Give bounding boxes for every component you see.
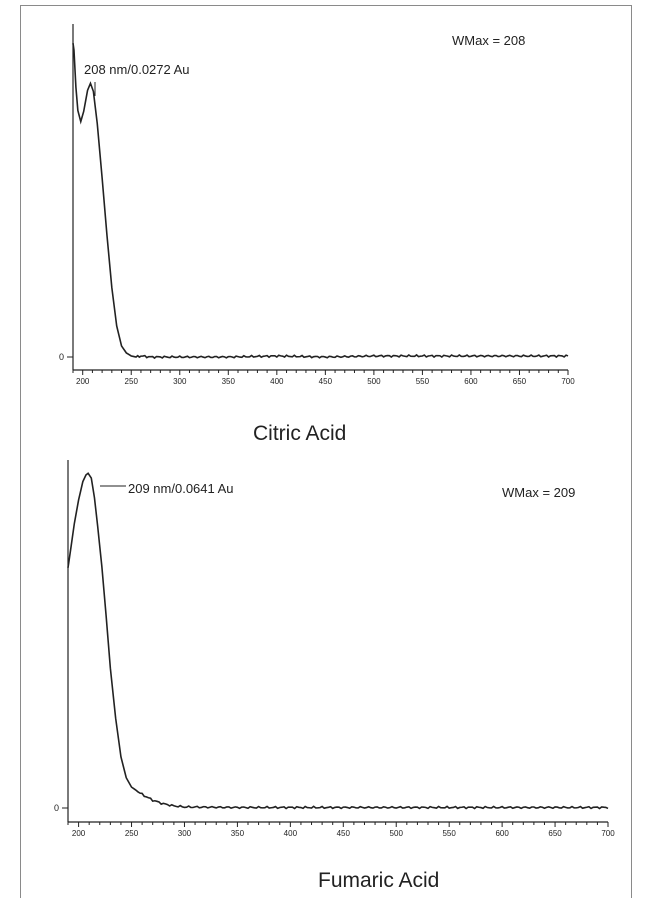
x-tick-label: 300 bbox=[173, 377, 187, 386]
x-tick-label: 400 bbox=[284, 829, 298, 838]
x-tick-label: 650 bbox=[548, 829, 562, 838]
x-tick-label: 600 bbox=[464, 377, 478, 386]
x-tick-label: 300 bbox=[178, 829, 192, 838]
peak-annotation: 209 nm/0.0641 Au bbox=[128, 481, 234, 496]
y-ticks: 0 bbox=[59, 352, 73, 362]
series-line bbox=[72, 42, 569, 360]
x-tick-label: 700 bbox=[601, 829, 615, 838]
x-tick-label: 350 bbox=[231, 829, 245, 838]
x-tick-label: 400 bbox=[270, 377, 284, 386]
x-tick-label: 600 bbox=[495, 829, 509, 838]
x-tick-label: 350 bbox=[222, 377, 236, 386]
y-ticks: 0 bbox=[54, 803, 68, 813]
x-tick-label: 500 bbox=[367, 377, 381, 386]
y-tick-label: 0 bbox=[54, 803, 59, 813]
citric-acid-chart: 200 250 300 350 400 450 500 550 600 650 700 0 208 … bbox=[59, 24, 575, 445]
series-line bbox=[67, 472, 609, 810]
x-tick-label: 550 bbox=[442, 829, 456, 838]
x-ticks: 200 250 300 350 400 450 500 550 600 650 700 bbox=[67, 822, 615, 838]
x-tick-label: 200 bbox=[72, 829, 86, 838]
chart-caption: Fumaric Acid bbox=[318, 869, 439, 892]
x-tick-label: 500 bbox=[390, 829, 404, 838]
wmax-label: WMax = 209 bbox=[502, 485, 575, 500]
x-tick-label: 650 bbox=[513, 377, 527, 386]
x-tick-label: 450 bbox=[337, 829, 351, 838]
chart-caption: Citric Acid bbox=[253, 422, 346, 445]
x-tick-label: 250 bbox=[125, 377, 139, 386]
x-tick-label: 250 bbox=[125, 829, 139, 838]
x-tick-label: 200 bbox=[76, 377, 90, 386]
x-tick-label: 550 bbox=[416, 377, 430, 386]
figure-frame bbox=[20, 5, 632, 898]
x-tick-label: 700 bbox=[561, 377, 575, 386]
fumaric-acid-chart: 200 250 300 350 400 450 500 550 600 650 700 0 209 … bbox=[54, 460, 615, 892]
y-tick-label: 0 bbox=[59, 352, 64, 362]
peak-annotation: 208 nm/0.0272 Au bbox=[84, 62, 190, 77]
x-tick-label: 450 bbox=[319, 377, 333, 386]
wmax-label: WMax = 208 bbox=[452, 33, 525, 48]
x-ticks: 200 250 300 350 400 450 500 550 600 650 700 bbox=[72, 370, 575, 386]
